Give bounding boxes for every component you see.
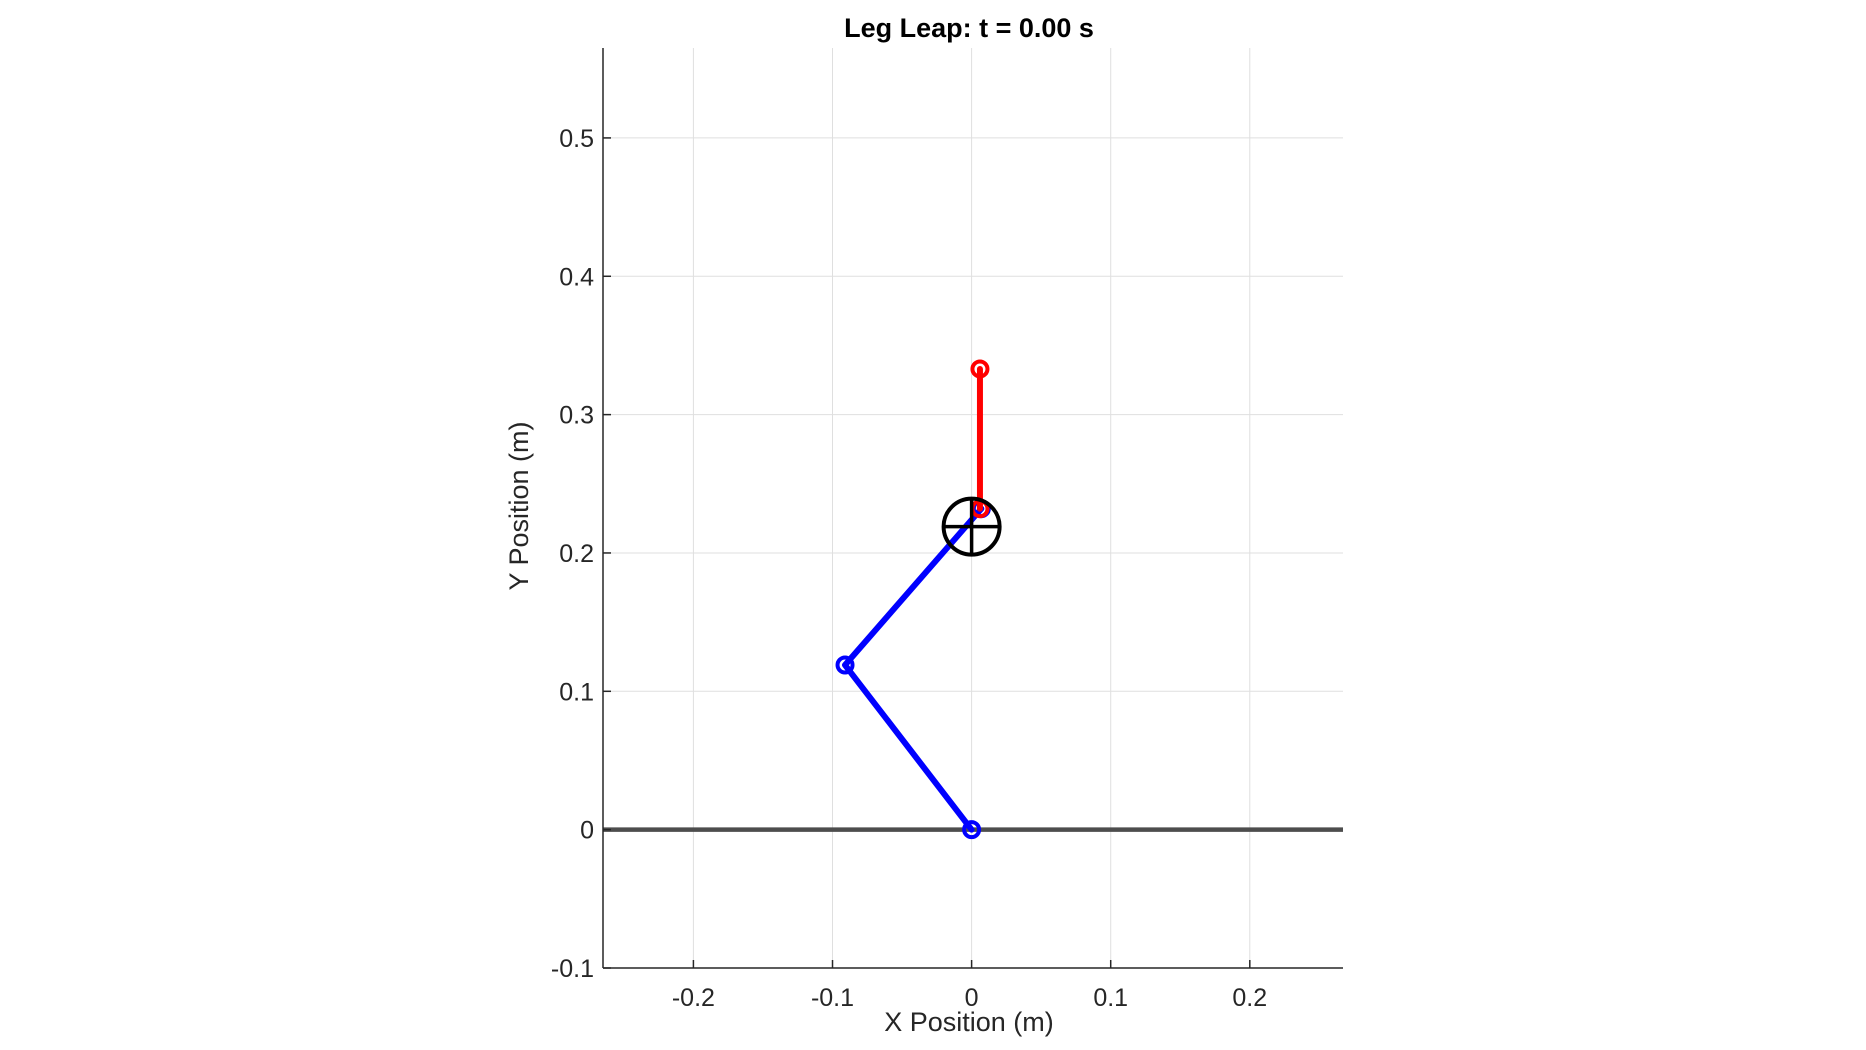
x-tick-label: 0.1 [1093,984,1128,1012]
series-0-point [835,655,855,675]
y-axis-label: Y Position (m) [504,421,534,590]
y-tick-label: 0.2 [559,540,594,568]
series-1-point [970,359,990,379]
y-tick-label: 0 [580,817,594,845]
chart-title: Leg Leap: t = 0.00 s [844,13,1094,43]
y-tick-label: 0.3 [559,402,594,430]
x-tick-label: 0 [965,984,979,1012]
y-tick-label: 0.4 [559,263,594,291]
x-tick-label: -0.2 [672,984,715,1012]
x-tick-label: 0.2 [1232,984,1267,1012]
axes-layer [602,48,1343,969]
y-axis-ticks: -0.1 0 0.1 0.2 0.3 0.4 0.5 [551,125,611,983]
series-line-0 [842,505,985,833]
x-tick-label: -0.1 [811,984,854,1012]
y-tick-label: -0.1 [551,955,594,983]
x-axis-ticks: -0.2 -0.1 0 0.1 0.2 [672,960,1267,1012]
center-of-mass-layer [941,496,1002,557]
series-0-point [962,820,982,840]
x-axis-label: X Position (m) [884,1007,1054,1037]
y-tick-label: 0.1 [559,678,594,706]
y-tick-label: 0.5 [559,125,594,153]
plot-area [602,48,1343,969]
